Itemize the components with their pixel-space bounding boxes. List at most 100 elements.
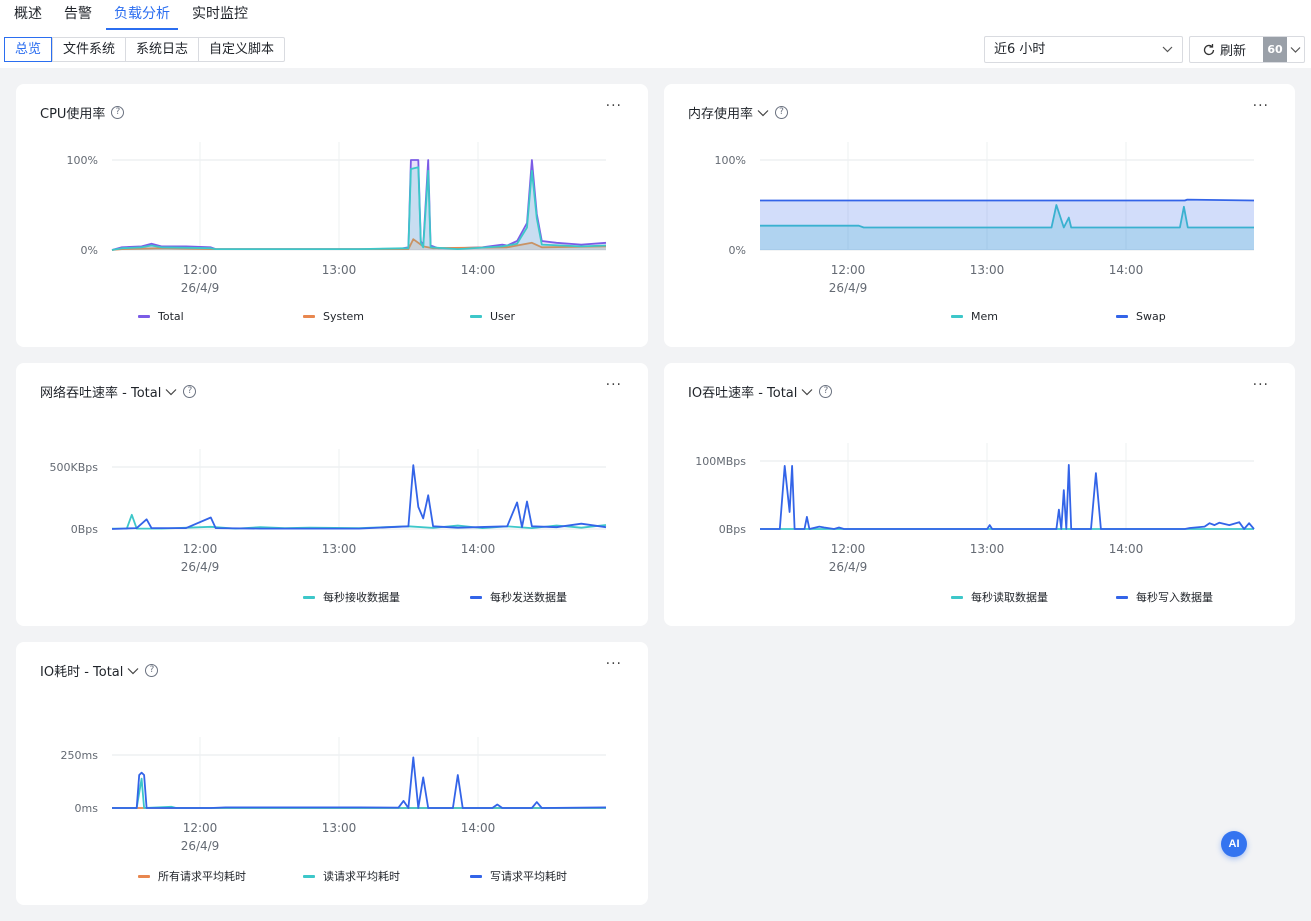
y-tick-label: 250ms xyxy=(61,749,99,762)
refresh-control: 刷新 60 xyxy=(1189,36,1305,63)
legend-item[interactable]: Mem xyxy=(951,310,998,323)
chevron-down-icon xyxy=(1290,46,1301,53)
subtab-filesystem[interactable]: 文件系统 xyxy=(52,38,125,61)
legend-item[interactable]: User xyxy=(470,310,515,323)
subtab-syslog[interactable]: 系统日志 xyxy=(125,38,198,61)
series-line xyxy=(760,198,1255,202)
x-tick-label: 12:00 xyxy=(831,263,866,277)
legend-item[interactable]: System xyxy=(303,310,364,323)
series-line xyxy=(111,464,607,530)
legend-label: 写请求平均耗时 xyxy=(490,870,567,883)
y-tick-label: 100% xyxy=(715,154,746,167)
legend-item[interactable]: 读请求平均耗时 xyxy=(303,868,400,884)
io-throughput-card: IO吞吐速率 - Total? ··· 100MBps 0Bps 12:00 13:0… xyxy=(664,363,1295,626)
card-title: CPU使用率 xyxy=(40,107,106,122)
legend-item[interactable]: Total xyxy=(138,310,184,323)
y-tick-label: 0% xyxy=(81,244,98,257)
chevron-down-icon[interactable] xyxy=(801,388,813,396)
x-tick-label: 13:00 xyxy=(322,821,357,835)
legend-label: Total xyxy=(158,310,184,323)
subtab-overview[interactable]: 总览 xyxy=(4,37,53,62)
chart-plot: 100MBps 0Bps 12:00 13:00 14:00 26/4/9 xyxy=(695,443,1255,574)
subtab-custom-script[interactable]: 自定义脚本 xyxy=(198,38,284,61)
y-tick-label: 500KBps xyxy=(50,461,99,474)
legend-swatch xyxy=(303,874,315,878)
chart-plot: 250ms 0ms 12:00 13:00 14:00 26/4/9 xyxy=(61,737,607,853)
help-icon[interactable]: ? xyxy=(145,664,159,677)
help-icon[interactable]: ? xyxy=(183,385,197,398)
time-range-value: 近6 小时 xyxy=(994,42,1046,57)
network-throughput-card: 网络吞吐速率 - Total? ··· 500KBps 0Bps 12:00 13:0… xyxy=(16,363,648,626)
series-line xyxy=(760,204,1254,229)
x-tick-label: 12:00 xyxy=(831,542,866,556)
refresh-label: 刷新 xyxy=(1220,44,1247,59)
legend-label: 每秒发送数据量 xyxy=(490,591,567,604)
y-tick-label: 0% xyxy=(729,244,746,257)
x-tick-label: 12:00 xyxy=(183,821,218,835)
x-date-label: 26/4/9 xyxy=(829,560,868,574)
x-tick-label: 13:00 xyxy=(322,263,357,277)
legend-label: 读请求平均耗时 xyxy=(323,870,400,883)
series-line xyxy=(112,756,607,809)
legend-label: 每秒接收数据量 xyxy=(323,591,400,604)
more-icon[interactable]: ··· xyxy=(605,656,622,672)
legend-item[interactable]: 写请求平均耗时 xyxy=(470,868,567,884)
refresh-icon xyxy=(1203,43,1215,55)
legend-item[interactable]: 每秒写入数据量 xyxy=(1116,589,1213,605)
x-tick-label: 14:00 xyxy=(461,263,496,277)
refresh-interval-dropdown[interactable] xyxy=(1287,37,1304,62)
x-date-label: 26/4/9 xyxy=(181,281,220,295)
y-tick-label: 0Bps xyxy=(71,523,99,536)
legend-swatch xyxy=(1116,595,1128,599)
ai-assistant-button[interactable]: AI xyxy=(1221,831,1247,857)
legend-item[interactable]: 每秒接收数据量 xyxy=(303,589,400,605)
y-tick-label: 100MBps xyxy=(695,455,746,468)
top-toolbar: 概述 告警 负载分析 实时监控 总览 文件系统 系统日志 自定义脚本 近6 小时… xyxy=(0,0,1311,68)
legend-swatch xyxy=(470,595,482,599)
series-line xyxy=(111,166,607,251)
legend-swatch xyxy=(470,315,482,318)
x-date-label: 26/4/9 xyxy=(829,281,868,295)
card-title: IO耗时 - Total xyxy=(40,665,124,680)
memory-usage-card: 内存使用率? ··· 100% 0% 12:00 13:00 14:00 26/4/9 Me… xyxy=(664,84,1295,347)
legend-label: Mem xyxy=(971,310,998,323)
refresh-interval[interactable]: 60 xyxy=(1263,37,1287,62)
x-tick-label: 13:00 xyxy=(970,542,1005,556)
legend-label: User xyxy=(490,310,516,323)
more-icon[interactable]: ··· xyxy=(605,377,622,393)
card-title: IO吞吐速率 - Total xyxy=(688,386,798,401)
x-tick-label: 12:00 xyxy=(183,542,218,556)
x-tick-label: 14:00 xyxy=(1109,263,1144,277)
y-tick-label: 0Bps xyxy=(719,523,747,536)
x-date-label: 26/4/9 xyxy=(181,839,220,853)
more-icon[interactable]: ··· xyxy=(1252,98,1269,114)
tab-realtime-monitor[interactable]: 实时监控 xyxy=(192,6,248,22)
x-tick-label: 14:00 xyxy=(1109,542,1144,556)
legend-item[interactable]: 每秒读取数据量 xyxy=(951,589,1048,605)
x-tick-label: 13:00 xyxy=(970,263,1005,277)
time-range-select[interactable]: 近6 小时 xyxy=(984,36,1183,63)
legend-swatch xyxy=(138,315,150,318)
chevron-down-icon[interactable] xyxy=(127,667,139,675)
chevron-down-icon[interactable] xyxy=(757,109,769,117)
help-icon[interactable]: ? xyxy=(819,385,833,398)
tab-overview[interactable]: 概述 xyxy=(14,6,42,22)
tab-load-analysis[interactable]: 负载分析 xyxy=(106,0,178,30)
legend-item[interactable]: 所有请求平均耗时 xyxy=(138,868,246,884)
y-tick-label: 100% xyxy=(67,154,98,167)
x-tick-label: 12:00 xyxy=(183,263,218,277)
chart-plot: 100% 0% 12:00 13:00 14:00 26/4/9 xyxy=(67,142,607,295)
help-icon[interactable]: ? xyxy=(111,106,125,119)
x-tick-label: 13:00 xyxy=(322,542,357,556)
tab-alerts[interactable]: 告警 xyxy=(64,6,92,22)
more-icon[interactable]: ··· xyxy=(605,98,622,114)
help-icon[interactable]: ? xyxy=(775,106,789,119)
legend-swatch xyxy=(951,595,963,599)
legend-item[interactable]: 每秒发送数据量 xyxy=(470,589,567,605)
legend-label: 每秒读取数据量 xyxy=(971,591,1048,604)
refresh-button[interactable]: 刷新 xyxy=(1190,37,1263,62)
legend-item[interactable]: Swap xyxy=(1116,310,1166,323)
more-icon[interactable]: ··· xyxy=(1252,377,1269,393)
series-line xyxy=(760,464,1255,530)
chevron-down-icon[interactable] xyxy=(165,388,177,396)
